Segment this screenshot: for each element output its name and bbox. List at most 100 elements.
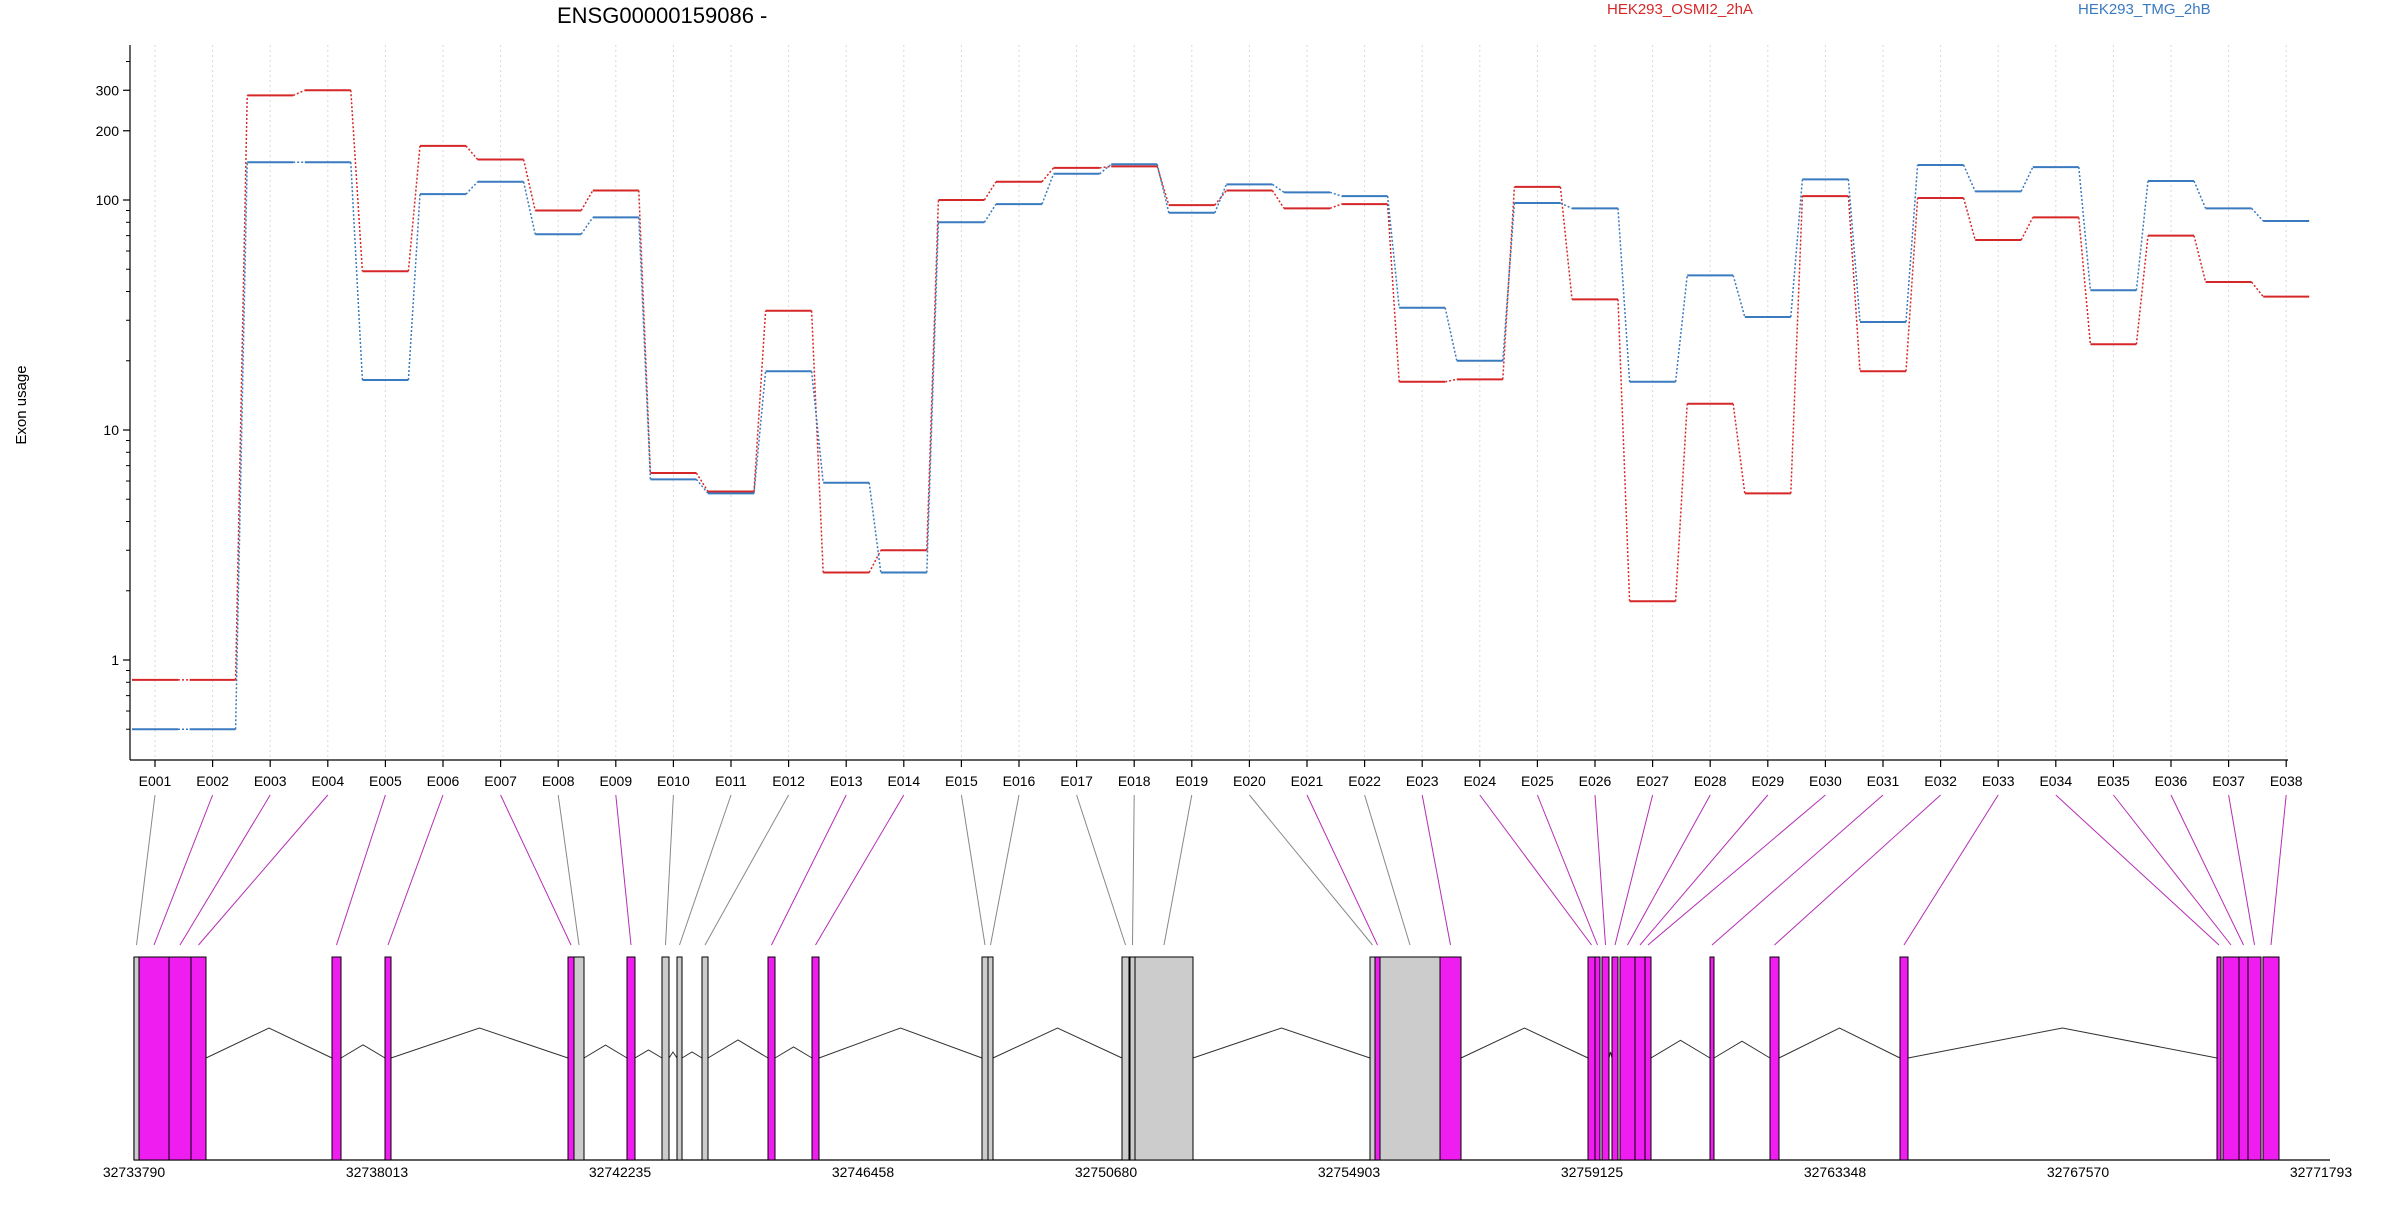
exon-block xyxy=(1121,956,1130,1161)
x-tick-label: E025 xyxy=(1521,773,1554,789)
series-connector xyxy=(1329,191,1342,197)
series-lines xyxy=(132,89,2310,731)
exon-block xyxy=(1369,956,1376,1161)
x-tick-label: E008 xyxy=(542,773,575,789)
intron xyxy=(1907,1027,2218,1059)
coordinate-label: 32738013 xyxy=(346,1164,409,1180)
x-tick-label: E024 xyxy=(1463,773,1496,789)
x-tick-label: E035 xyxy=(2097,773,2130,789)
x-tick-label: E003 xyxy=(254,773,287,789)
exon-connector xyxy=(2270,794,2287,946)
series-connector xyxy=(2251,281,2264,298)
exon-connector xyxy=(960,794,986,946)
x-tick-label: E027 xyxy=(1636,773,1669,789)
series-connector xyxy=(292,89,306,97)
exon-connector-lines xyxy=(136,794,2287,946)
exon-block xyxy=(1129,956,1136,1161)
series-connector xyxy=(1790,196,1804,494)
series-connector xyxy=(1099,163,1112,175)
series-connector xyxy=(234,162,248,730)
intron xyxy=(634,1049,663,1059)
gene-model xyxy=(133,956,2330,1161)
series-connector xyxy=(1617,208,1631,382)
series-connector xyxy=(1790,179,1804,318)
coordinate-label: 32763348 xyxy=(1804,1164,1867,1180)
series-connector xyxy=(350,90,364,272)
exon-block xyxy=(573,956,585,1161)
exon-connector xyxy=(557,794,580,946)
exon-block xyxy=(567,956,575,1161)
intron xyxy=(1192,1027,1371,1059)
exon-block xyxy=(138,956,170,1161)
exon-block xyxy=(1644,956,1652,1161)
exon-block xyxy=(1439,956,1462,1161)
exon-connector xyxy=(1594,794,1606,946)
exon-connector xyxy=(2170,794,2244,946)
exon-block xyxy=(701,956,709,1161)
exon-connector xyxy=(771,794,847,946)
series-connector xyxy=(983,181,997,201)
exon-connector xyxy=(1249,794,1373,946)
intron xyxy=(1650,1039,1711,1059)
series-connector xyxy=(465,181,479,195)
series-connector xyxy=(2078,217,2092,345)
series-connector xyxy=(1444,307,1458,361)
y-ticks: 1 10 100 200 300 xyxy=(96,61,130,730)
x-tick-label: E002 xyxy=(196,773,229,789)
series-connector xyxy=(810,371,824,483)
intron xyxy=(681,1051,703,1059)
series-connector xyxy=(1214,184,1228,214)
coordinate-label: 32742235 xyxy=(589,1164,652,1180)
x-ticks: E001 E002 E003 E004 E005 E006 E007 E008 E009 E010… xyxy=(139,760,2303,789)
exon-block xyxy=(1634,956,1646,1161)
exon-connector xyxy=(1711,794,1884,946)
series-connector xyxy=(2251,207,2264,222)
series-connector xyxy=(1156,166,1170,206)
series-connector xyxy=(638,190,652,474)
series-connector xyxy=(753,371,767,494)
series-connector xyxy=(407,145,421,272)
exon-block xyxy=(1611,956,1619,1161)
exon-block xyxy=(2238,956,2249,1161)
x-tick-label: E023 xyxy=(1406,773,1439,789)
exon-connector xyxy=(1639,794,1769,946)
genomic-coordinate-labels: 32733790 32738013 32742235 32746458 32750680… xyxy=(103,1164,2353,1180)
x-tick-label: E034 xyxy=(2039,773,2072,789)
series-connector xyxy=(1329,203,1342,210)
exon-connector xyxy=(1647,794,1826,946)
series-connector xyxy=(1386,204,1400,382)
exon-connector xyxy=(198,794,329,946)
series-connector xyxy=(1041,167,1055,183)
legend-item-tmg: HEK293_TMG_2hB xyxy=(2078,1,2211,18)
exon-connector xyxy=(1536,794,1598,946)
series-connector xyxy=(1271,190,1285,209)
series-line xyxy=(132,89,2310,681)
series-connector xyxy=(2020,217,2034,241)
series-connector xyxy=(1905,197,1919,372)
x-tick-label: E033 xyxy=(1982,773,2015,789)
x-tick-label: E004 xyxy=(311,773,344,789)
coordinate-label: 32746458 xyxy=(832,1164,895,1180)
exon-connector xyxy=(2228,794,2255,946)
series-connector xyxy=(350,162,364,381)
series-connector xyxy=(2135,180,2149,291)
exon-connector xyxy=(1627,794,1711,946)
exon-connector xyxy=(990,794,1020,946)
exon-block xyxy=(661,956,670,1161)
exon-connector xyxy=(1614,794,1654,946)
series-connector xyxy=(926,199,940,551)
x-tick-label: E013 xyxy=(830,773,863,789)
exon-connector xyxy=(500,794,572,946)
exon-connector xyxy=(336,794,386,946)
x-tick-label: E020 xyxy=(1233,773,1266,789)
intron xyxy=(818,1027,983,1059)
series-connector xyxy=(2020,166,2034,192)
x-tick-label: E007 xyxy=(484,773,517,789)
exon-block xyxy=(133,956,140,1161)
exon-connector xyxy=(1132,794,1135,946)
series-connector xyxy=(695,478,709,494)
intron xyxy=(340,1044,386,1059)
exon-block xyxy=(1587,956,1596,1161)
